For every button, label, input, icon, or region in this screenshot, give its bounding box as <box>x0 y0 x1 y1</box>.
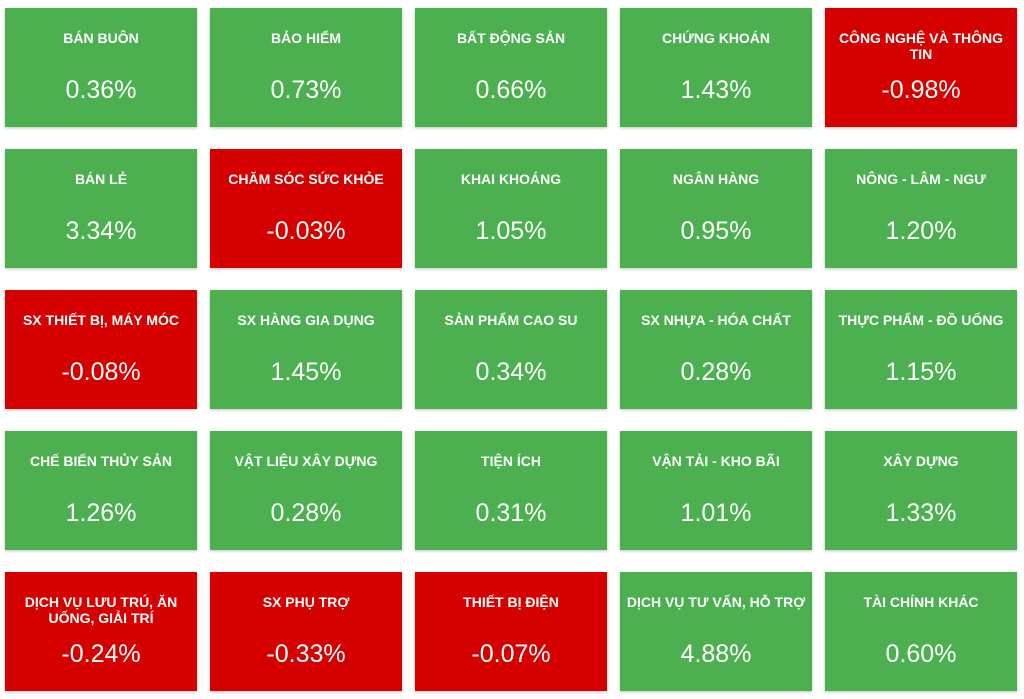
sector-name: SX THIẾT BỊ, MÁY MÓC <box>22 312 180 328</box>
sector-tile[interactable]: THỰC PHẨM - ĐỒ UỐNG 1.15% <box>825 290 1017 409</box>
sector-name: KHAI KHOÁNG <box>460 171 562 187</box>
sector-name: TIỆN ÍCH <box>481 453 541 469</box>
sector-tile[interactable]: NGÂN HÀNG 0.95% <box>620 149 812 268</box>
sector-change: -0.08% <box>61 358 141 386</box>
sector-tile[interactable]: SX NHỰA - HÓA CHẤT 0.28% <box>620 290 812 409</box>
sector-tile[interactable]: CÔNG NGHỆ VÀ THÔNG TIN -0.98% <box>825 8 1017 127</box>
sector-tile[interactable]: KHAI KHOÁNG 1.05% <box>415 149 607 268</box>
sector-tile[interactable]: DỊCH VỤ TƯ VẤN, HỖ TRỢ 4.88% <box>620 572 812 691</box>
sector-change: 0.95% <box>680 217 752 245</box>
sector-tile[interactable]: BÁN BUÔN 0.36% <box>5 8 197 127</box>
sector-name: CHẾ BIẾN THỦY SẢN <box>29 453 173 469</box>
sector-tile[interactable]: CHĂM SÓC SỨC KHỎE -0.03% <box>210 149 402 268</box>
sector-change: 1.05% <box>475 217 547 245</box>
sector-tile[interactable]: DỊCH VỤ LƯU TRÚ, ĂN UỐNG, GIẢI TRÍ -0.24% <box>5 572 197 691</box>
sector-change: 0.28% <box>680 358 752 386</box>
sector-change: 4.88% <box>680 640 752 668</box>
sector-tile[interactable]: SẢN PHẨM CAO SU 0.34% <box>415 290 607 409</box>
sector-change: 0.60% <box>885 640 957 668</box>
sector-name: TÀI CHÍNH KHÁC <box>863 594 979 610</box>
sector-tile[interactable]: BẤT ĐỘNG SẢN 0.66% <box>415 8 607 127</box>
sector-name: BẢO HIỂM <box>271 30 341 46</box>
sector-tile[interactable]: SX PHỤ TRỢ -0.33% <box>210 572 402 691</box>
sector-change: 0.28% <box>270 499 342 527</box>
sector-tile[interactable]: VẬN TẢI - KHO BÃI 1.01% <box>620 431 812 550</box>
sector-tile[interactable]: THIẾT BỊ ĐIỆN -0.07% <box>415 572 607 691</box>
sector-name: THIẾT BỊ ĐIỆN <box>463 594 559 610</box>
sector-change: -0.24% <box>61 640 141 668</box>
sector-change: 1.43% <box>680 76 752 104</box>
sector-tile[interactable]: SX HÀNG GIA DỤNG 1.45% <box>210 290 402 409</box>
sector-tile[interactable]: CHẾ BIẾN THỦY SẢN 1.26% <box>5 431 197 550</box>
sector-tile[interactable]: TIỆN ÍCH 0.31% <box>415 431 607 550</box>
sector-name: DỊCH VỤ TƯ VẤN, HỖ TRỢ <box>626 594 806 610</box>
sector-change: 1.33% <box>885 499 957 527</box>
sector-change: 1.01% <box>680 499 752 527</box>
sector-change: 3.34% <box>65 217 137 245</box>
sector-tile[interactable]: SX THIẾT BỊ, MÁY MÓC -0.08% <box>5 290 197 409</box>
sector-change: -0.33% <box>266 640 346 668</box>
sector-name: BÁN BUÔN <box>63 30 139 46</box>
sector-name: NÔNG - LÂM - NGƯ <box>856 171 986 187</box>
sector-change: 1.20% <box>885 217 957 245</box>
sector-change: 1.45% <box>270 358 342 386</box>
sector-name: CHĂM SÓC SỨC KHỎE <box>228 171 384 187</box>
sector-name: SX PHỤ TRỢ <box>262 594 350 610</box>
sector-name: DỊCH VỤ LƯU TRÚ, ĂN UỐNG, GIẢI TRÍ <box>24 594 178 626</box>
sector-tile[interactable]: VẬT LIỆU XÂY DỰNG 0.28% <box>210 431 402 550</box>
sector-name: VẬN TẢI - KHO BÃI <box>652 453 780 469</box>
sector-change: -0.03% <box>266 217 346 245</box>
sector-tile[interactable]: XÂY DỰNG 1.33% <box>825 431 1017 550</box>
sector-name: SX NHỰA - HÓA CHẤT <box>641 312 791 328</box>
sector-name: CÔNG NGHỆ VÀ THÔNG TIN <box>838 30 1004 62</box>
sector-tile[interactable]: BÁN LẺ 3.34% <box>5 149 197 268</box>
sector-name: BẤT ĐỘNG SẢN <box>456 30 566 46</box>
sector-grid: BÁN BUÔN 0.36% BẢO HIỂM 0.73% BẤT ĐỘNG SẢN 0.… <box>5 8 1019 691</box>
sector-name: XÂY DỰNG <box>883 453 959 469</box>
sector-name: SẢN PHẨM CAO SU <box>444 312 578 328</box>
sector-name: THỰC PHẨM - ĐỒ UỐNG <box>838 312 1004 328</box>
sector-change: 0.31% <box>475 499 547 527</box>
sector-change: 0.36% <box>65 76 137 104</box>
sector-change: 0.73% <box>270 76 342 104</box>
sector-name: NGÂN HÀNG <box>672 171 760 187</box>
sector-change: 0.66% <box>475 76 547 104</box>
sector-tile[interactable]: BẢO HIỂM 0.73% <box>210 8 402 127</box>
sector-tile[interactable]: NÔNG - LÂM - NGƯ 1.20% <box>825 149 1017 268</box>
sector-name: CHỨNG KHOÁN <box>661 30 771 46</box>
sector-tile[interactable]: CHỨNG KHOÁN 1.43% <box>620 8 812 127</box>
sector-change: -0.98% <box>881 76 961 104</box>
sector-change: 1.26% <box>65 499 137 527</box>
sector-name: SX HÀNG GIA DỤNG <box>237 312 375 328</box>
sector-change: 1.15% <box>885 358 957 386</box>
sector-tile[interactable]: TÀI CHÍNH KHÁC 0.60% <box>825 572 1017 691</box>
sector-change: -0.07% <box>471 640 551 668</box>
sector-name: VẬT LIỆU XÂY DỰNG <box>234 453 378 469</box>
sector-change: 0.34% <box>475 358 547 386</box>
sector-name: BÁN LẺ <box>74 171 128 187</box>
